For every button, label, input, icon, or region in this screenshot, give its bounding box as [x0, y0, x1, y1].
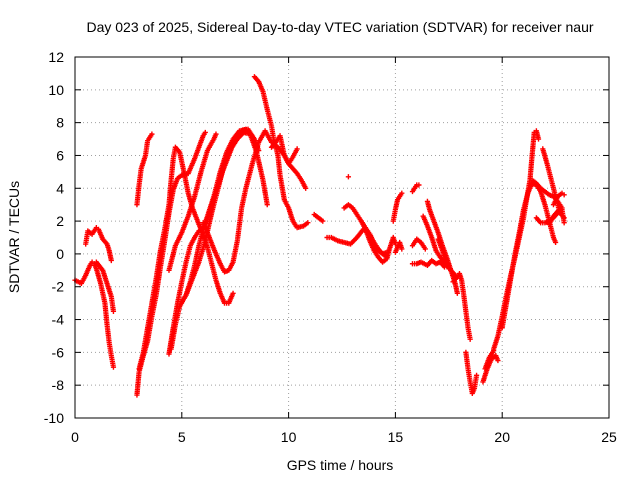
series-11	[251, 74, 311, 231]
data-point	[553, 239, 559, 246]
y-tick-label: 4	[56, 180, 64, 196]
data-point	[345, 174, 352, 180]
grid	[75, 57, 609, 418]
y-axis-label: SDTVAR / TECUs	[6, 181, 22, 293]
series-10	[200, 128, 300, 275]
data-point	[230, 290, 236, 296]
y-tick-label: -6	[52, 344, 65, 360]
data-point	[294, 146, 300, 152]
series-31	[499, 180, 559, 331]
y-tick-label: -4	[52, 312, 65, 328]
data-point	[416, 182, 422, 188]
data-point	[454, 290, 460, 296]
x-tick-label: 25	[601, 429, 617, 445]
y-tick-label: 8	[56, 115, 64, 131]
series-8	[166, 131, 219, 273]
series-18	[390, 190, 405, 224]
data-point	[303, 185, 309, 191]
data-marks	[72, 74, 567, 398]
series-27	[463, 349, 480, 396]
series-9	[179, 126, 249, 305]
series-20	[409, 182, 422, 195]
series-21	[409, 236, 428, 252]
series-0	[72, 259, 117, 370]
axis-ticks: 0 5 10 15 20 25 -10 -8 -6 -4 -2 0 2 4 6 8 10 12	[44, 49, 617, 445]
plot-frame	[74, 56, 610, 419]
y-tick-label: 6	[56, 147, 64, 163]
data-point	[561, 220, 567, 226]
y-tick-label: 10	[48, 82, 64, 98]
data-point	[399, 190, 405, 196]
series-2	[93, 259, 117, 314]
data-point	[264, 202, 270, 208]
series-25	[435, 236, 458, 278]
x-tick-label: 15	[388, 429, 404, 445]
data-point	[399, 246, 405, 252]
series-19	[392, 239, 405, 255]
data-point	[243, 126, 249, 132]
data-point	[108, 257, 114, 264]
x-tick-label: 10	[281, 429, 297, 445]
data-point	[149, 131, 155, 137]
y-tick-label: -10	[44, 410, 64, 426]
y-tick-label: -2	[52, 279, 65, 295]
y-tick-label: -8	[52, 377, 65, 393]
data-point	[495, 357, 501, 364]
data-point	[561, 192, 567, 198]
data-point	[535, 136, 542, 142]
data-point	[213, 131, 219, 137]
series-14	[324, 226, 390, 260]
series-1	[83, 225, 114, 264]
chart-title: Day 023 of 2025, Sidereal Day-to-day VTE…	[86, 19, 593, 35]
series-35	[546, 207, 567, 227]
series-36	[550, 190, 567, 208]
series-26	[450, 271, 473, 342]
series-16	[345, 174, 352, 180]
series-5	[134, 131, 155, 208]
y-tick-label: 12	[48, 49, 64, 65]
data-point	[110, 364, 117, 370]
series-13	[311, 211, 326, 224]
data-point	[473, 372, 480, 378]
data-point	[320, 218, 326, 224]
series-17	[358, 218, 398, 265]
x-tick-label: 0	[71, 429, 79, 445]
data-point	[110, 308, 117, 314]
series-12	[268, 133, 309, 191]
series-22	[409, 257, 448, 270]
data-point	[202, 129, 208, 136]
data-point	[422, 246, 428, 252]
data-point	[305, 220, 311, 226]
data-point	[467, 336, 473, 342]
x-axis-label: GPS time / hours	[287, 457, 394, 473]
x-tick-label: 20	[494, 429, 510, 445]
y-tick-label: 0	[56, 246, 64, 262]
y-tick-label: 2	[56, 213, 64, 229]
x-tick-label: 5	[178, 429, 186, 445]
